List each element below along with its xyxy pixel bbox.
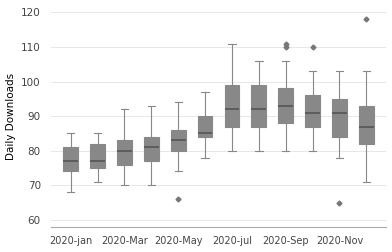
PathPatch shape: [251, 85, 266, 127]
PathPatch shape: [359, 106, 374, 144]
PathPatch shape: [225, 85, 240, 127]
PathPatch shape: [144, 137, 159, 161]
PathPatch shape: [332, 99, 347, 137]
PathPatch shape: [305, 96, 320, 127]
PathPatch shape: [64, 147, 78, 171]
PathPatch shape: [90, 144, 105, 168]
PathPatch shape: [117, 140, 132, 165]
PathPatch shape: [278, 88, 293, 123]
PathPatch shape: [171, 130, 185, 151]
PathPatch shape: [198, 116, 212, 137]
Y-axis label: Daily Downloads: Daily Downloads: [5, 73, 16, 160]
